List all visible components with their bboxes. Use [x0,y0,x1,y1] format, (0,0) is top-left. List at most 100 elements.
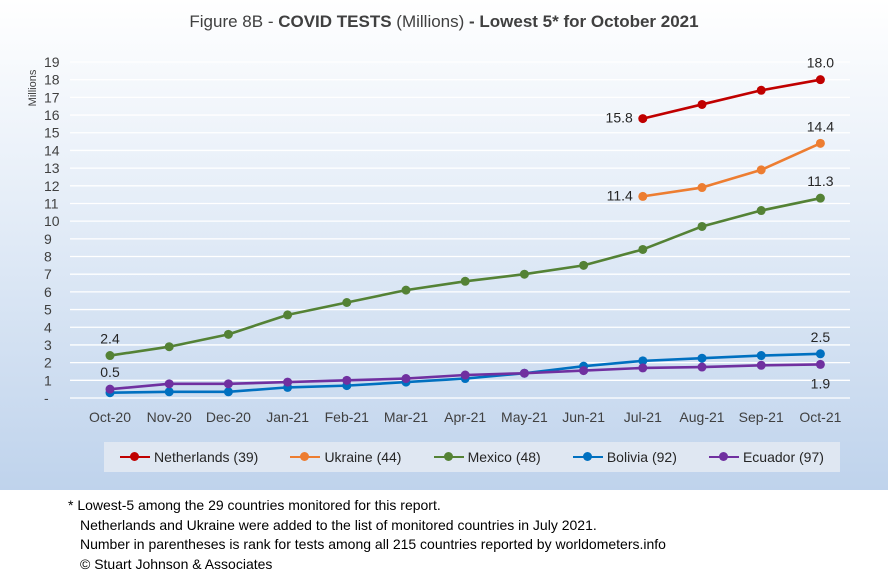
data-point [638,114,648,124]
y-tick-label: 13 [44,160,60,176]
y-tick-label: 3 [44,337,52,353]
x-tick-label: Dec-20 [206,409,251,425]
data-point [638,244,648,254]
legend-label: Ukraine (44) [324,449,402,465]
data-point [756,360,766,370]
y-tick-label: 10 [44,213,60,229]
data-point [697,353,707,363]
y-tick-label: 14 [44,142,60,158]
y-tick-label: 2 [44,355,52,371]
data-point [697,183,707,193]
data-point [697,362,707,372]
x-tick-label: Jul-21 [624,409,662,425]
legend-item-ecuador: Ecuador (97) [708,449,824,465]
data-point [815,75,825,85]
legend-label: Ecuador (97) [742,449,824,465]
y-tick-label: 19 [44,54,60,70]
y-tick-label: 12 [44,178,60,194]
x-ticks: Oct-20 Nov-20 Dec-20 Jan-21 Feb-21 Mar-21 Apr-… [89,409,842,425]
footnotes: * Lowest-5 among the 29 countries monito… [68,496,666,574]
data-label: 14.4 [807,118,834,134]
x-tick-label: Nov-20 [147,409,192,425]
data-point [815,193,825,203]
legend-item-bolivia: Bolivia (92) [572,449,677,465]
data-point [815,138,825,148]
x-tick-label: Feb-21 [325,409,370,425]
legend-item-netherlands: Netherlands (39) [120,449,258,465]
series-lines [105,75,825,398]
y-tick-label: 5 [44,302,52,318]
data-point [697,99,707,109]
data-point [401,285,411,295]
data-label: 2.5 [811,329,831,345]
line-chart: Millions -12345678910111213141516171819 … [27,54,850,425]
title-bold-2: - Lowest 5* for October 2021 [469,12,699,31]
legend: Netherlands (39) Ukraine (44) Mexico (48… [104,442,840,472]
data-point [756,165,766,175]
data-point [815,359,825,369]
data-point [519,269,529,279]
data-point [756,351,766,361]
x-tick-label: Apr-21 [444,409,486,425]
data-point [579,260,589,270]
title-mid: (Millions) [391,12,470,31]
y-tick-label: - [44,390,49,406]
data-point [283,310,293,320]
y-tick-label: 16 [44,107,60,123]
chart-title: Figure 8B - COVID TESTS (Millions) - Low… [0,12,888,32]
data-point [460,276,470,286]
legend-marker [708,451,739,463]
data-label: 2.4 [100,331,120,347]
data-point [342,298,352,308]
legend-label: Bolivia (92) [606,449,677,465]
data-labels: 18.0 15.8 14.4 11.4 11.3 2.4 2.5 0.5 1.9 [100,55,834,392]
title-prefix: Figure 8B - [189,12,279,31]
data-label: 11.3 [807,173,833,189]
y-tick-label: 15 [44,125,60,141]
data-point [342,375,352,385]
data-point [164,342,174,352]
data-point [223,379,233,389]
legend-label: Netherlands (39) [154,449,259,465]
data-point [756,85,766,95]
data-label: 18.0 [807,55,834,71]
footnote-4: © Stuart Johnson & Associates [80,555,273,572]
data-label: 0.5 [100,364,120,380]
chart-area [0,0,888,490]
y-tick-label: 17 [44,89,60,105]
x-tick-label: May-21 [501,409,548,425]
legend-marker [120,451,151,463]
data-point [105,384,115,394]
legend-item-mexico: Mexico (48) [433,449,541,465]
data-point [519,368,529,378]
data-point [223,329,233,339]
series-line-0 [642,78,821,120]
y-axis-label: Millions [27,69,39,106]
data-point [638,356,648,366]
data-point [460,370,470,380]
y-tick-label: 11 [44,195,59,211]
x-tick-label: Aug-21 [679,409,724,425]
data-label: 11.4 [607,187,633,203]
y-tick-label: 8 [44,249,52,265]
data-point [697,221,707,231]
x-tick-label: Jun-21 [562,409,605,425]
data-point [579,366,589,376]
gridlines [70,61,850,399]
y-tick-label: 4 [44,319,52,335]
footnote-3: Number in parentheses is rank for tests … [80,536,666,552]
legend-marker [290,451,321,463]
footnote-1: * Lowest-5 among the 29 countries monito… [68,497,441,513]
data-point [638,191,648,201]
legend-label: Mexico (48) [467,449,541,465]
y-tick-label: 7 [44,266,52,282]
x-tick-label: Sep-21 [739,409,784,425]
legend-item-ukraine: Ukraine (44) [290,449,401,465]
x-tick-label: Mar-21 [384,409,429,425]
data-point [164,379,174,389]
data-point [223,387,233,397]
data-point [638,363,648,373]
data-point [756,206,766,216]
x-tick-label: Jan-21 [266,409,309,425]
